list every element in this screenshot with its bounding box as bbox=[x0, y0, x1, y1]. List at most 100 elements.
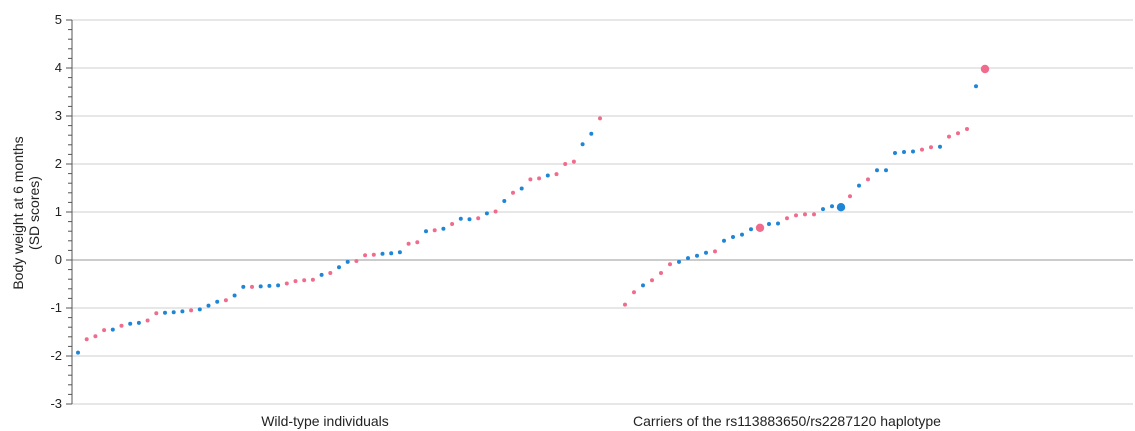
y-tick-label: 5 bbox=[55, 12, 62, 27]
data-point bbox=[484, 211, 489, 216]
data-point bbox=[250, 284, 254, 289]
data-point bbox=[537, 176, 542, 181]
data-point bbox=[363, 253, 368, 258]
data-point bbox=[258, 284, 263, 289]
data-point bbox=[110, 327, 115, 332]
data-point bbox=[284, 281, 289, 286]
y-axis-title: Body weight at 6 months (SD scores) bbox=[10, 136, 42, 289]
y-tick-label: -3 bbox=[50, 396, 62, 411]
data-point bbox=[830, 204, 834, 209]
data-point bbox=[276, 283, 281, 288]
data-point bbox=[397, 250, 402, 255]
data-point bbox=[389, 251, 394, 256]
data-point bbox=[371, 252, 376, 257]
data-point bbox=[686, 256, 690, 261]
data-point bbox=[695, 253, 699, 258]
data-point bbox=[415, 240, 420, 245]
data-point bbox=[93, 334, 98, 339]
data-point bbox=[938, 144, 942, 149]
data-point bbox=[102, 328, 107, 333]
data-point bbox=[345, 259, 350, 264]
y-tick-label: 4 bbox=[55, 60, 62, 75]
data-point bbox=[502, 199, 507, 203]
data-point bbox=[128, 321, 133, 326]
data-point bbox=[154, 311, 159, 316]
data-point bbox=[836, 203, 846, 212]
data-point bbox=[902, 150, 906, 154]
data-point bbox=[677, 259, 681, 264]
data-point bbox=[163, 310, 167, 315]
data-point bbox=[947, 134, 951, 139]
y-tick-label: 2 bbox=[55, 156, 62, 171]
group-label-carriers: Carriers of the rs113883650/rs2287120 ha… bbox=[633, 413, 941, 429]
data-point bbox=[704, 250, 708, 255]
data-point bbox=[812, 212, 816, 217]
data-point bbox=[554, 172, 559, 177]
y-tick-label: -2 bbox=[50, 348, 62, 363]
data-point bbox=[232, 293, 237, 298]
data-point bbox=[929, 145, 933, 150]
data-point bbox=[776, 221, 780, 226]
data-point bbox=[197, 307, 202, 312]
data-point bbox=[974, 84, 978, 89]
data-point bbox=[857, 183, 861, 188]
data-point bbox=[571, 159, 576, 164]
data-point bbox=[223, 298, 228, 303]
data-point bbox=[302, 278, 307, 283]
data-point bbox=[965, 127, 969, 131]
data-point bbox=[241, 284, 246, 289]
data-point bbox=[956, 131, 960, 136]
data-point bbox=[803, 212, 807, 217]
data-point bbox=[215, 299, 220, 304]
group-label-wild-type: Wild-type individuals bbox=[261, 413, 389, 429]
data-point bbox=[267, 283, 272, 288]
data-point bbox=[740, 232, 744, 237]
data-point bbox=[589, 131, 594, 136]
data-point bbox=[641, 283, 645, 288]
data-point bbox=[458, 216, 463, 221]
y-tick-label: 3 bbox=[55, 108, 62, 123]
data-point bbox=[911, 149, 915, 154]
data-point bbox=[432, 228, 437, 233]
data-point bbox=[893, 151, 897, 155]
data-point bbox=[866, 177, 870, 182]
data-point bbox=[476, 216, 481, 221]
data-point bbox=[76, 350, 80, 355]
data-point bbox=[119, 323, 124, 328]
y-tick-label: -1 bbox=[50, 300, 62, 315]
y-tick-label: 0 bbox=[55, 252, 62, 267]
data-point bbox=[380, 251, 385, 256]
data-point bbox=[884, 168, 888, 173]
data-point bbox=[328, 271, 333, 275]
y-tick-label: 1 bbox=[55, 204, 62, 219]
data-point bbox=[580, 142, 585, 147]
data-point bbox=[848, 194, 852, 199]
data-point bbox=[731, 235, 735, 239]
data-point bbox=[528, 177, 533, 182]
data-point bbox=[467, 217, 472, 222]
data-point bbox=[310, 277, 315, 282]
data-point bbox=[794, 213, 798, 218]
data-point bbox=[450, 222, 455, 226]
data-point bbox=[598, 116, 602, 121]
y-axis-title-line-1: Body weight at 6 months bbox=[10, 136, 26, 289]
data-point bbox=[84, 337, 89, 342]
data-point bbox=[713, 249, 717, 254]
gridlines bbox=[72, 19, 1133, 405]
y-axis-title-line-2: (SD scores) bbox=[26, 176, 42, 250]
data-point bbox=[821, 207, 825, 212]
data-point bbox=[293, 279, 298, 284]
data-point bbox=[749, 227, 753, 232]
data-point bbox=[650, 278, 654, 283]
data-point bbox=[920, 147, 924, 152]
data-point bbox=[545, 173, 550, 178]
data-point bbox=[424, 229, 428, 234]
data-point bbox=[493, 209, 498, 214]
data-point bbox=[511, 190, 515, 195]
data-point bbox=[337, 265, 341, 270]
data-point bbox=[563, 162, 568, 166]
data-point bbox=[180, 309, 185, 314]
data-point bbox=[755, 223, 765, 232]
data-point bbox=[206, 303, 211, 308]
